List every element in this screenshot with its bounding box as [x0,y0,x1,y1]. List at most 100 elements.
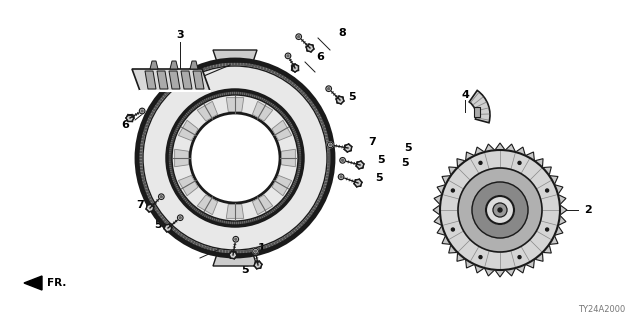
Polygon shape [249,249,253,255]
Polygon shape [190,61,198,69]
Polygon shape [325,172,332,176]
Polygon shape [189,70,195,76]
Polygon shape [266,66,271,72]
Polygon shape [167,155,172,157]
Polygon shape [145,71,156,89]
Circle shape [296,34,301,39]
Polygon shape [168,165,173,168]
Polygon shape [189,240,195,246]
Polygon shape [309,100,316,106]
Circle shape [160,196,163,198]
Polygon shape [239,221,241,226]
Polygon shape [184,112,189,117]
Circle shape [486,196,514,224]
Polygon shape [174,126,179,130]
Circle shape [440,150,560,270]
Polygon shape [284,197,289,202]
Polygon shape [184,73,190,79]
Polygon shape [137,153,143,156]
Polygon shape [195,242,200,249]
Text: 5: 5 [218,253,226,263]
Polygon shape [228,250,232,256]
Polygon shape [323,131,330,135]
Polygon shape [176,122,181,127]
Polygon shape [267,212,271,217]
Text: 6: 6 [121,120,129,130]
Polygon shape [243,91,245,96]
Polygon shape [304,93,310,99]
Polygon shape [137,162,143,166]
Polygon shape [246,91,250,96]
Polygon shape [241,90,243,95]
Polygon shape [344,144,352,152]
Polygon shape [246,220,250,225]
Polygon shape [195,67,200,74]
Polygon shape [185,110,190,116]
Polygon shape [216,92,219,98]
Polygon shape [143,120,150,125]
Polygon shape [138,165,143,169]
Polygon shape [209,216,213,222]
Polygon shape [324,133,331,138]
Polygon shape [165,87,172,94]
Polygon shape [246,249,250,255]
Polygon shape [184,199,189,204]
Polygon shape [326,149,333,152]
Polygon shape [292,64,298,72]
Polygon shape [138,138,145,142]
Text: 2: 2 [584,205,592,215]
Polygon shape [152,206,158,212]
Polygon shape [179,119,184,123]
Polygon shape [252,195,273,215]
Polygon shape [297,166,303,169]
Polygon shape [294,135,300,139]
Polygon shape [213,93,217,98]
Polygon shape [296,170,302,173]
Polygon shape [231,250,234,256]
Polygon shape [275,105,280,111]
Polygon shape [180,196,186,201]
Polygon shape [309,210,316,216]
Polygon shape [172,228,178,235]
Polygon shape [198,243,203,250]
Polygon shape [237,90,239,95]
Polygon shape [207,246,211,253]
Polygon shape [205,215,209,220]
Polygon shape [219,61,223,67]
Text: 4: 4 [461,90,469,100]
Polygon shape [200,212,204,217]
Polygon shape [282,113,287,118]
Polygon shape [226,90,228,96]
Polygon shape [324,137,332,141]
Polygon shape [323,184,329,188]
Polygon shape [168,167,173,170]
Polygon shape [474,107,480,117]
Polygon shape [279,237,284,244]
Circle shape [329,144,332,146]
Polygon shape [169,140,174,143]
Polygon shape [248,219,252,224]
Polygon shape [228,60,232,66]
Polygon shape [218,92,221,97]
Polygon shape [254,261,262,269]
Polygon shape [168,148,173,151]
Text: 5: 5 [375,173,383,183]
Polygon shape [170,61,178,69]
Text: 1: 1 [258,243,266,253]
Polygon shape [211,93,215,99]
Polygon shape [182,235,188,242]
Polygon shape [234,221,237,226]
Polygon shape [24,276,42,290]
Polygon shape [433,143,567,277]
Polygon shape [282,149,296,167]
Polygon shape [145,117,151,123]
Polygon shape [147,199,154,204]
Polygon shape [222,60,225,67]
Polygon shape [204,64,209,71]
Polygon shape [177,77,182,84]
Polygon shape [273,104,278,109]
Polygon shape [167,153,172,155]
Polygon shape [179,76,185,83]
Polygon shape [324,178,331,182]
Polygon shape [256,94,260,99]
